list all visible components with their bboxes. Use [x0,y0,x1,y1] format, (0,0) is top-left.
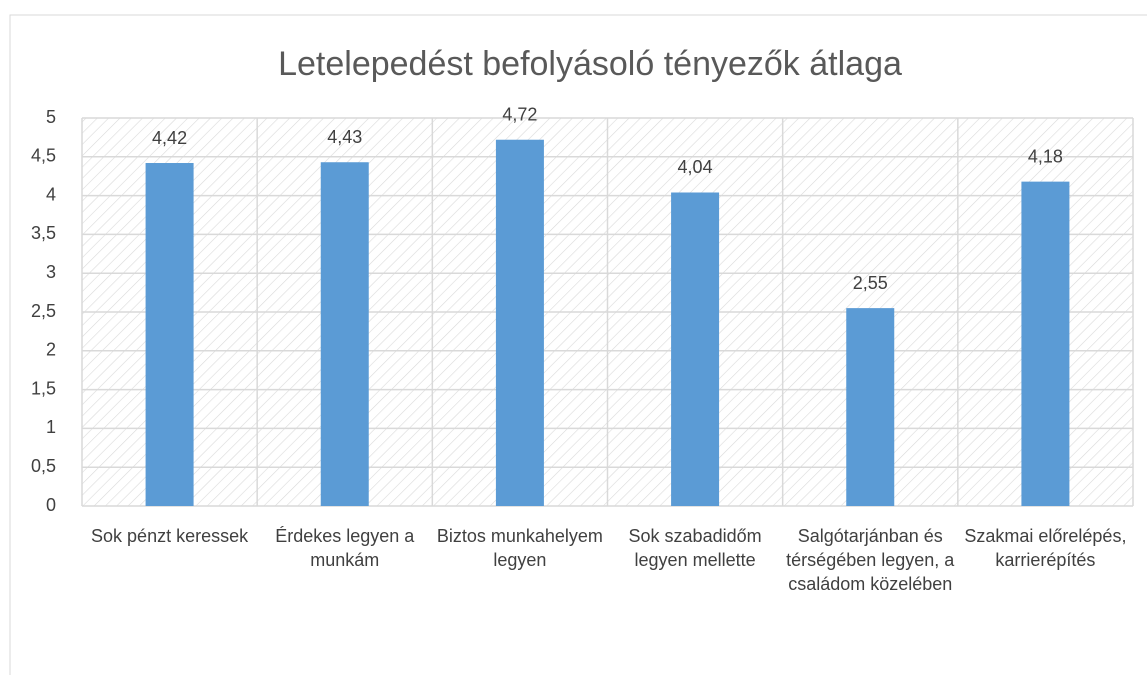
x-tick-label: Szakmai előrelépés, karrierépítés [964,526,1127,570]
data-label: 4,18 [1028,146,1063,166]
data-label: 4,72 [502,104,537,124]
y-tick-label: 2 [46,340,56,360]
data-label: 2,55 [853,273,888,293]
y-tick-label: 4,5 [31,146,56,166]
y-tick-label: 2,5 [31,301,56,321]
bar [1021,181,1070,506]
y-tick-label: 5 [46,107,56,127]
chart-border [9,14,1147,675]
x-tick-label: Sok szabadidőm legyen mellette [628,526,762,570]
bar [846,308,895,506]
data-label: 4,42 [152,128,187,148]
y-tick-label: 0 [46,495,56,515]
y-tick-label: 1,5 [31,378,56,398]
bar [495,139,544,506]
chart-title: Letelepedést befolyásoló tényezők átlaga [278,45,902,83]
data-label: 4,43 [327,127,362,147]
bar [320,162,369,506]
x-tick-label: Salgótarjánban és térségében legyen, a c… [786,526,955,594]
x-tick-label: Sok pénzt keressek [91,526,249,546]
y-tick-label: 4 [46,184,56,204]
x-tick-label: Érdekes legyen a munkám [275,526,415,570]
y-tick-label: 0,5 [31,456,56,476]
y-tick-label: 3,5 [31,223,56,243]
y-tick-label: 1 [46,417,56,437]
y-tick-label: 3 [46,262,56,282]
x-tick-label: Biztos munkahelyem legyen [436,526,603,570]
data-label: 4,04 [678,157,713,177]
bar [145,163,194,506]
bar [671,192,720,506]
